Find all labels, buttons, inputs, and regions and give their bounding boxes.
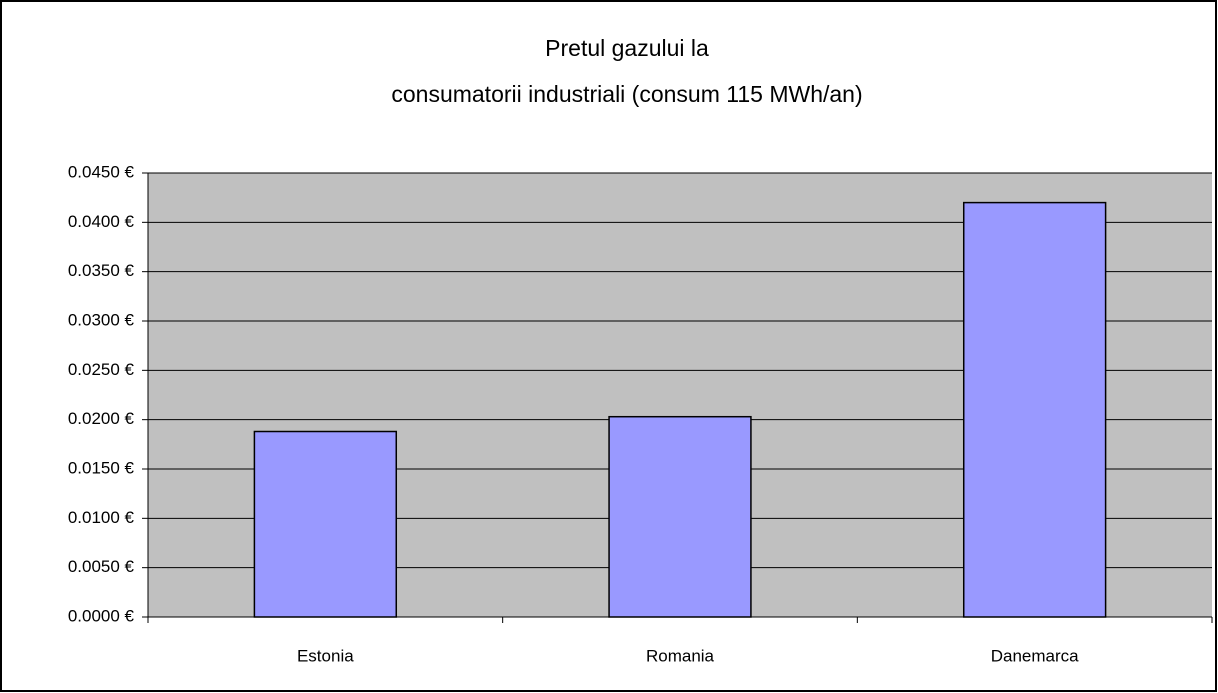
y-tick-label: 0.0200 € — [68, 409, 135, 428]
x-tick-label: Danemarca — [991, 646, 1079, 665]
bar — [962, 201, 1107, 618]
y-tick-label: 0.0300 € — [68, 310, 135, 329]
y-tick-label: 0.0400 € — [68, 212, 135, 231]
y-tick-label: 0.0350 € — [68, 261, 135, 280]
x-tick-label: Romania — [646, 646, 715, 665]
bar — [253, 430, 398, 618]
y-tick-label: 0.0150 € — [68, 458, 135, 477]
y-tick-label: 0.0450 € — [68, 162, 135, 181]
bar — [608, 415, 752, 618]
x-tick-label: Estonia — [297, 646, 354, 665]
chart-title: Pretul gazului la — [545, 35, 709, 61]
y-tick-label: 0.0000 € — [68, 606, 135, 625]
y-tick-label: 0.0050 € — [68, 557, 135, 576]
chart-title: consumatorii industriali (consum 115 MWh… — [391, 81, 862, 107]
y-tick-label: 0.0250 € — [68, 360, 135, 379]
y-tick-label: 0.0100 € — [68, 508, 135, 527]
